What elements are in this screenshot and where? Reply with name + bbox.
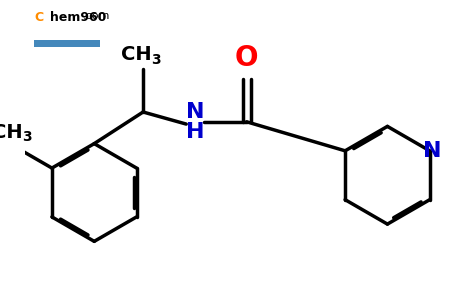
Text: 3: 3 [151,52,161,67]
Text: CH: CH [121,45,152,64]
Text: N: N [186,102,204,122]
Text: .com: .com [83,11,110,21]
Bar [34,40,100,47]
Text: O: O [235,44,258,72]
Text: N: N [423,141,442,161]
Text: CH: CH [0,123,23,142]
Text: hem960: hem960 [50,11,106,24]
Text: 3: 3 [22,130,32,144]
Text: H: H [186,122,204,142]
Text: C: C [34,11,43,24]
